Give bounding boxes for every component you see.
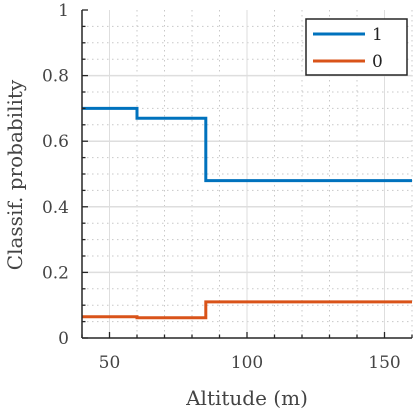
y-tick-label: 0	[58, 329, 69, 349]
y-tick-label: 0.8	[42, 67, 69, 87]
legend-box	[305, 18, 408, 76]
series-line-1	[82, 106, 412, 183]
y-tick-label: 1	[58, 1, 69, 21]
series-line-0	[82, 300, 412, 320]
series-lines	[82, 106, 412, 320]
x-tick-label: 100	[231, 353, 263, 373]
x-tick-label: 50	[99, 353, 121, 373]
axes	[81, 9, 413, 339]
x-tick-label: 150	[368, 353, 400, 373]
legend-label-0: 0	[372, 52, 383, 72]
legend-label-1: 1	[372, 25, 383, 45]
legend: 10	[305, 18, 408, 76]
y-tick-label: 0.2	[42, 263, 69, 283]
y-tick-label: 0.4	[42, 198, 69, 218]
y-tick-label: 0.6	[42, 132, 69, 152]
x-axis-title: Altitude (m)	[185, 386, 308, 410]
tick-labels: 50 100 150 0 0.2 0.4 0.6 0.8 1	[42, 1, 401, 373]
y-axis-title: Classif. probability	[3, 79, 27, 270]
